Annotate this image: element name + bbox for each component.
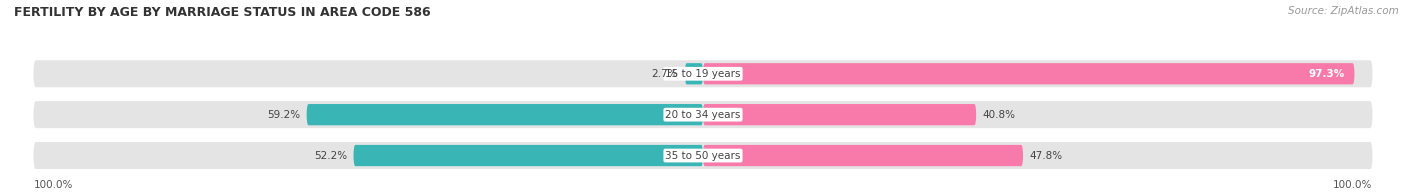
Text: 35 to 50 years: 35 to 50 years	[665, 151, 741, 161]
FancyBboxPatch shape	[353, 145, 703, 166]
FancyBboxPatch shape	[34, 60, 1372, 87]
FancyBboxPatch shape	[34, 142, 1372, 169]
Text: 97.3%: 97.3%	[1308, 69, 1344, 79]
Text: 59.2%: 59.2%	[267, 110, 299, 120]
FancyBboxPatch shape	[307, 104, 703, 125]
FancyBboxPatch shape	[703, 145, 1024, 166]
Text: 2.7%: 2.7%	[652, 69, 678, 79]
FancyBboxPatch shape	[34, 101, 1372, 128]
Text: 40.8%: 40.8%	[983, 110, 1017, 120]
Text: 15 to 19 years: 15 to 19 years	[665, 69, 741, 79]
FancyBboxPatch shape	[685, 63, 703, 84]
Text: 52.2%: 52.2%	[314, 151, 347, 161]
Text: 100.0%: 100.0%	[34, 180, 73, 190]
Text: 47.8%: 47.8%	[1029, 151, 1063, 161]
FancyBboxPatch shape	[703, 63, 1354, 84]
FancyBboxPatch shape	[703, 104, 976, 125]
Text: 100.0%: 100.0%	[1333, 180, 1372, 190]
Text: Source: ZipAtlas.com: Source: ZipAtlas.com	[1288, 6, 1399, 16]
Text: FERTILITY BY AGE BY MARRIAGE STATUS IN AREA CODE 586: FERTILITY BY AGE BY MARRIAGE STATUS IN A…	[14, 6, 430, 19]
Text: 20 to 34 years: 20 to 34 years	[665, 110, 741, 120]
